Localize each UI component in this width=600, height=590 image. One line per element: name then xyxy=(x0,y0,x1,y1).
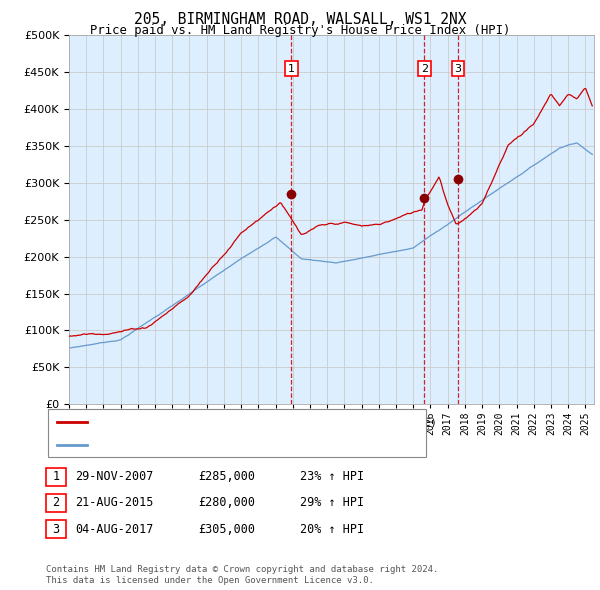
Text: Price paid vs. HM Land Registry's House Price Index (HPI): Price paid vs. HM Land Registry's House … xyxy=(90,24,510,37)
Text: 2: 2 xyxy=(52,496,59,509)
Text: £305,000: £305,000 xyxy=(198,523,255,536)
Text: 04-AUG-2017: 04-AUG-2017 xyxy=(75,523,154,536)
Text: 20% ↑ HPI: 20% ↑ HPI xyxy=(300,523,364,536)
Text: 3: 3 xyxy=(455,64,461,74)
Text: 1: 1 xyxy=(288,64,295,74)
Text: 205, BIRMINGHAM ROAD, WALSALL, WS1 2NX: 205, BIRMINGHAM ROAD, WALSALL, WS1 2NX xyxy=(134,12,466,27)
Text: 1: 1 xyxy=(52,470,59,483)
Text: 29% ↑ HPI: 29% ↑ HPI xyxy=(300,496,364,509)
Text: Contains HM Land Registry data © Crown copyright and database right 2024.: Contains HM Land Registry data © Crown c… xyxy=(46,565,438,574)
Text: 3: 3 xyxy=(52,523,59,536)
Text: 23% ↑ HPI: 23% ↑ HPI xyxy=(300,470,364,483)
Text: £285,000: £285,000 xyxy=(198,470,255,483)
Text: HPI: Average price, detached house, Walsall: HPI: Average price, detached house, Wals… xyxy=(93,440,362,450)
Text: 205, BIRMINGHAM ROAD, WALSALL, WS1 2NX (detached house): 205, BIRMINGHAM ROAD, WALSALL, WS1 2NX (… xyxy=(93,417,437,427)
Text: £280,000: £280,000 xyxy=(198,496,255,509)
Text: 2: 2 xyxy=(421,64,428,74)
Text: 29-NOV-2007: 29-NOV-2007 xyxy=(75,470,154,483)
Text: 21-AUG-2015: 21-AUG-2015 xyxy=(75,496,154,509)
Text: This data is licensed under the Open Government Licence v3.0.: This data is licensed under the Open Gov… xyxy=(46,576,373,585)
